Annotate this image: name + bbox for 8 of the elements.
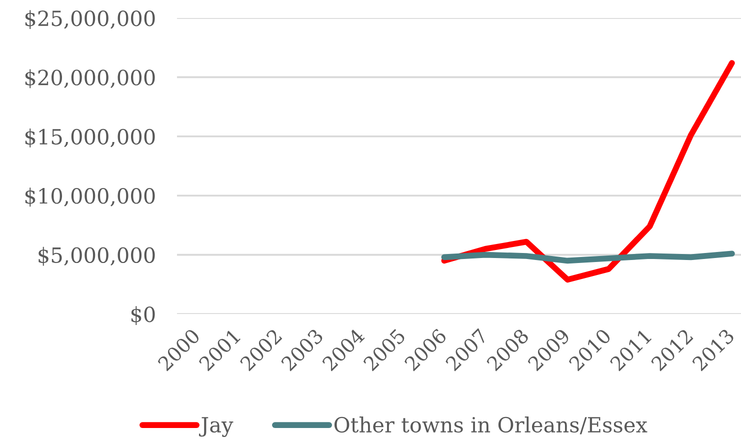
- legend-label: Jay: [198, 417, 234, 437]
- y-tick-label: $25,000,000: [25, 10, 155, 29]
- y-tick-label: $10,000,000: [25, 188, 155, 207]
- y-tick-label: $20,000,000: [25, 69, 155, 88]
- y-tick-label: $0: [131, 306, 155, 325]
- legend-label: Other towns in Orleans/Essex: [334, 416, 648, 434]
- y-tick-label: $5,000,000: [38, 246, 155, 266]
- y-tick-label: $15,000,000: [25, 128, 155, 148]
